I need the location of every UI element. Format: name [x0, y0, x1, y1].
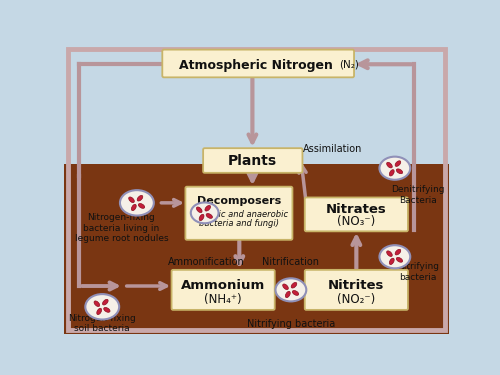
Ellipse shape [390, 170, 394, 176]
FancyBboxPatch shape [305, 270, 408, 310]
FancyBboxPatch shape [203, 148, 302, 173]
Ellipse shape [380, 245, 410, 268]
Ellipse shape [390, 258, 394, 264]
Ellipse shape [86, 294, 119, 320]
Ellipse shape [276, 278, 306, 302]
Ellipse shape [380, 157, 410, 180]
Ellipse shape [97, 308, 102, 315]
Ellipse shape [199, 214, 204, 220]
Text: (aerobic and anaerobic: (aerobic and anaerobic [190, 210, 288, 219]
Bar [64, 164, 449, 334]
Ellipse shape [205, 206, 210, 211]
Ellipse shape [128, 197, 134, 202]
Ellipse shape [395, 161, 400, 166]
Text: Nitrogen-fixing
bacteria living in
legume root nodules: Nitrogen-fixing bacteria living in legum… [74, 213, 168, 243]
Text: Ammonification: Ammonification [168, 257, 244, 267]
Text: Plants: Plants [228, 154, 277, 168]
Ellipse shape [396, 257, 402, 262]
Ellipse shape [386, 251, 392, 257]
Ellipse shape [120, 190, 154, 216]
Ellipse shape [286, 291, 290, 298]
Text: (NO₂⁻): (NO₂⁻) [337, 292, 376, 306]
Text: (N₂): (N₂) [340, 59, 359, 69]
Text: Nitrifying
bacteria: Nitrifying bacteria [397, 262, 439, 282]
Text: Ammonium: Ammonium [181, 279, 266, 292]
Text: Nitrogen-fixing
soil bacteria: Nitrogen-fixing soil bacteria [68, 314, 136, 333]
Text: Decomposers: Decomposers [197, 196, 281, 206]
FancyBboxPatch shape [305, 198, 408, 231]
Ellipse shape [386, 162, 392, 168]
Ellipse shape [282, 284, 288, 290]
Ellipse shape [196, 207, 202, 213]
FancyBboxPatch shape [186, 187, 292, 240]
Text: Nitrification: Nitrification [262, 257, 320, 267]
Ellipse shape [396, 169, 402, 174]
Ellipse shape [291, 282, 297, 288]
Text: (NO₃⁻): (NO₃⁻) [337, 215, 376, 228]
Text: (NH₄⁺): (NH₄⁺) [204, 292, 242, 306]
Ellipse shape [191, 202, 218, 223]
FancyBboxPatch shape [172, 270, 274, 310]
Ellipse shape [206, 213, 212, 218]
Bar [64, 45, 449, 164]
Text: Atmospheric Nitrogen: Atmospheric Nitrogen [180, 59, 338, 72]
Ellipse shape [138, 204, 144, 209]
Text: bacteria and fungi): bacteria and fungi) [200, 219, 280, 228]
Text: Denitrifying
Bacteria: Denitrifying Bacteria [391, 186, 444, 205]
Text: Nitrates: Nitrates [326, 202, 386, 216]
Ellipse shape [137, 195, 143, 201]
Ellipse shape [292, 291, 298, 296]
Ellipse shape [395, 249, 400, 255]
Text: Nitrites: Nitrites [328, 279, 384, 292]
Text: Nitrifying bacteria: Nitrifying bacteria [247, 319, 335, 329]
Ellipse shape [94, 301, 100, 306]
Ellipse shape [102, 299, 108, 305]
Ellipse shape [132, 204, 136, 211]
Ellipse shape [104, 308, 110, 312]
Text: Assimilation: Assimilation [302, 144, 362, 154]
FancyBboxPatch shape [162, 50, 354, 77]
